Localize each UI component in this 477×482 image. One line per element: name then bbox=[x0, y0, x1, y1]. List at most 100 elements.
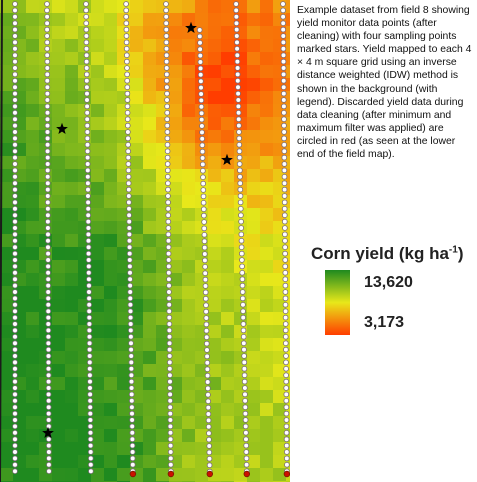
yield-point bbox=[127, 257, 133, 263]
yield-point bbox=[125, 174, 132, 180]
grid-cell bbox=[260, 299, 274, 313]
grid-cell bbox=[26, 117, 40, 131]
grid-cell bbox=[104, 286, 118, 300]
yield-point bbox=[240, 314, 247, 321]
grid-cell bbox=[65, 182, 79, 196]
yield-point bbox=[280, 71, 287, 78]
grid-cell bbox=[286, 234, 290, 248]
yield-point bbox=[243, 436, 249, 443]
yield-point bbox=[201, 238, 208, 245]
yield-point bbox=[281, 212, 288, 219]
yield-point bbox=[45, 269, 51, 276]
grid-cell bbox=[65, 338, 79, 352]
grid-cell bbox=[208, 325, 222, 339]
grid-cell bbox=[143, 338, 157, 352]
grid-cell bbox=[247, 78, 261, 92]
yield-point bbox=[86, 263, 92, 270]
yield-point bbox=[127, 301, 134, 308]
grid-cell bbox=[143, 78, 157, 92]
yield-track bbox=[123, 1, 137, 478]
yield-point bbox=[281, 154, 288, 161]
grid-cell bbox=[52, 26, 66, 40]
grid-cell bbox=[182, 273, 196, 287]
grid-cell bbox=[0, 312, 14, 326]
grid-cell bbox=[65, 442, 79, 456]
yield-point bbox=[166, 321, 173, 327]
yield-point bbox=[202, 263, 208, 270]
yield-point bbox=[205, 423, 212, 430]
yield-point bbox=[163, 20, 170, 27]
yield-point bbox=[167, 397, 174, 404]
grid-cell bbox=[247, 169, 261, 183]
grid-cell bbox=[117, 299, 131, 313]
grid-cell bbox=[286, 247, 290, 261]
grid-cell bbox=[143, 312, 157, 326]
grid-cell bbox=[91, 130, 105, 144]
yield-point bbox=[85, 225, 92, 231]
grid-cell bbox=[91, 195, 105, 209]
grid-cell bbox=[156, 377, 170, 391]
yield-point bbox=[235, 90, 241, 97]
yield-point bbox=[87, 436, 94, 443]
yield-point bbox=[283, 455, 290, 462]
grid-cell bbox=[286, 13, 290, 27]
grid-cell bbox=[104, 390, 118, 404]
grid-cell bbox=[143, 91, 157, 105]
grid-cell bbox=[91, 351, 105, 365]
grid-cell bbox=[117, 234, 131, 248]
yield-point bbox=[84, 71, 90, 78]
grid-cell bbox=[104, 338, 118, 352]
yield-point bbox=[87, 365, 93, 372]
grid-cell bbox=[143, 260, 157, 274]
grid-cell bbox=[26, 416, 40, 430]
grid-cell bbox=[143, 234, 157, 248]
yield-point bbox=[129, 417, 135, 423]
grid-cell bbox=[208, 390, 222, 404]
grid-cell bbox=[117, 260, 131, 274]
grid-cell bbox=[143, 403, 157, 417]
grid-cell bbox=[247, 468, 261, 482]
yield-point bbox=[165, 206, 172, 212]
yield-point bbox=[163, 39, 170, 46]
yield-point bbox=[198, 78, 204, 84]
grid-cell bbox=[208, 195, 222, 209]
yield-point bbox=[165, 199, 171, 206]
grid-cell bbox=[26, 91, 40, 105]
yield-point bbox=[123, 39, 130, 46]
grid-cell bbox=[117, 351, 131, 365]
yield-point bbox=[127, 314, 134, 321]
yield-point bbox=[12, 174, 18, 180]
grid-cell bbox=[286, 377, 290, 391]
grid-cell bbox=[104, 195, 118, 209]
yield-point bbox=[12, 410, 18, 417]
legend-title: Corn yield (kg ha-1) bbox=[311, 244, 477, 264]
yield-point bbox=[125, 148, 131, 155]
grid-cell bbox=[91, 390, 105, 404]
yield-point bbox=[166, 327, 173, 334]
yield-point bbox=[128, 385, 135, 391]
yield-track bbox=[44, 1, 52, 475]
yield-point bbox=[238, 231, 245, 238]
yield-point bbox=[165, 257, 172, 263]
yield-point bbox=[167, 436, 174, 443]
grid-cell bbox=[208, 143, 222, 157]
grid-cell bbox=[182, 52, 196, 66]
grid-cell bbox=[65, 390, 79, 404]
yield-point bbox=[84, 135, 91, 142]
yield-point bbox=[84, 84, 90, 90]
grid-cell bbox=[143, 364, 157, 378]
yield-point bbox=[163, 52, 170, 58]
grid-cell bbox=[247, 325, 261, 339]
grid-cell bbox=[182, 351, 196, 365]
yield-point bbox=[12, 33, 18, 39]
grid-cell bbox=[52, 78, 66, 92]
yield-point bbox=[283, 417, 290, 423]
yield-point bbox=[166, 269, 172, 276]
yield-point bbox=[202, 276, 209, 283]
grid-cell bbox=[52, 247, 66, 261]
yield-point bbox=[164, 110, 171, 116]
yield-point bbox=[280, 97, 287, 103]
yield-point bbox=[200, 200, 207, 206]
grid-cell bbox=[208, 26, 222, 40]
yield-point bbox=[124, 90, 131, 97]
